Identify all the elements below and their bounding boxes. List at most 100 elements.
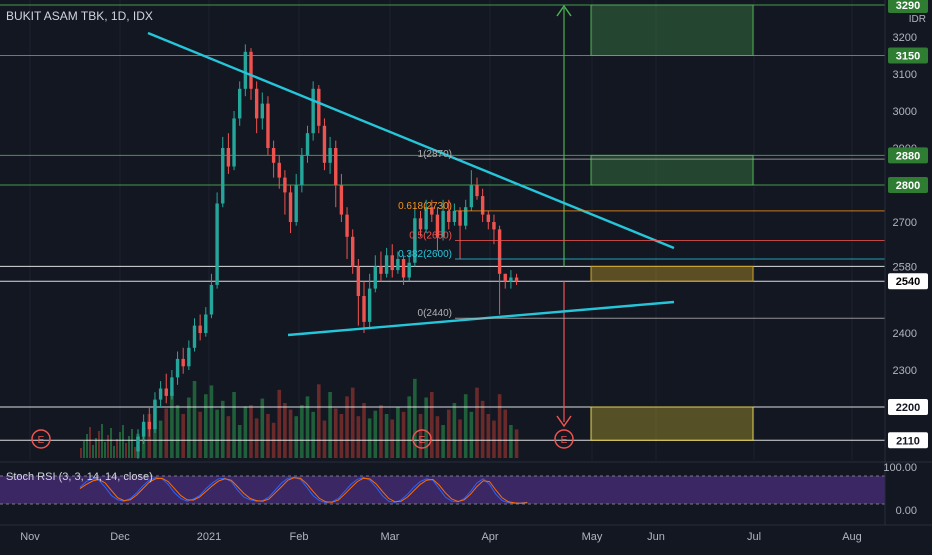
volume-bar [430, 392, 434, 458]
volume-bar [373, 410, 378, 458]
candle-body [300, 155, 304, 185]
target-zone-mid [590, 154, 754, 186]
candle-body [418, 218, 423, 230]
volume-bar [254, 418, 259, 458]
volume-bar [113, 446, 115, 458]
x-tick-label: 2021 [197, 531, 221, 543]
candle-body [401, 259, 406, 278]
candle-body [424, 207, 428, 230]
candle-body [170, 377, 174, 396]
volume-bar [192, 381, 197, 458]
volume-bar [260, 398, 265, 458]
price-label-badge [888, 177, 928, 193]
candle-body [260, 103, 264, 119]
volume-bar [407, 396, 411, 458]
earnings-event-marker [31, 429, 51, 449]
price-label-badge [888, 147, 928, 164]
volume-bar [220, 400, 225, 458]
candle-body [147, 421, 151, 430]
candle-body [317, 88, 321, 126]
candle-body [232, 118, 236, 167]
volume-bar [134, 447, 136, 458]
earnings-event-marker [554, 429, 574, 449]
volume-bar [492, 420, 496, 458]
candle-body [226, 148, 231, 167]
volume-bar [367, 418, 372, 458]
candle-body [283, 177, 287, 193]
candle-body [469, 185, 474, 208]
candle-body [192, 325, 197, 348]
candle-body [266, 103, 270, 148]
volume-bar [305, 396, 310, 458]
volume-bar [158, 420, 163, 458]
earnings-event-label: E [419, 435, 426, 446]
candle-body [351, 236, 355, 267]
volume-bar [198, 411, 202, 458]
volume-bar [328, 392, 332, 458]
candle-body [305, 133, 310, 156]
candle-body [430, 207, 434, 215]
volume-bar [209, 385, 214, 458]
volume-bar [475, 387, 479, 458]
volume-bar [98, 431, 100, 458]
volume-bar [469, 411, 474, 458]
candle-body [175, 358, 180, 378]
volume-bar [458, 419, 462, 458]
x-tick-label: Mar [381, 531, 400, 543]
volume-bar [237, 425, 242, 458]
volume-bar [101, 424, 103, 458]
descending-trendline [147, 31, 675, 250]
rsi-title: Stoch RSI (3, 3, 14, 14, close) [6, 471, 153, 483]
candle-body [362, 296, 366, 322]
volume-bar [277, 389, 282, 458]
fib-label: 0.382(2600) [398, 249, 452, 260]
price-label-badge [888, 0, 928, 13]
price-label-badge [888, 47, 928, 64]
candle-body [243, 51, 248, 89]
candle-body [181, 358, 185, 367]
entry-zone [590, 265, 754, 282]
candle-body [339, 185, 344, 215]
candle-body [209, 284, 214, 315]
volume-bar [486, 414, 491, 458]
price-label-text: 2540 [896, 276, 920, 288]
volume-bar [441, 425, 445, 458]
y-tick-label: 2580 [893, 261, 917, 273]
volume-bar [164, 408, 169, 458]
fib-label: 1(2870) [418, 149, 452, 160]
currency-label: IDR [909, 14, 926, 25]
volume-bar [122, 425, 124, 458]
candle-body [328, 148, 332, 163]
volume-bar [181, 414, 185, 458]
volume-bar [322, 420, 327, 458]
x-tick-label: Jul [747, 531, 761, 543]
candle-body [464, 207, 468, 226]
candle-body [204, 314, 208, 333]
volume-bar [390, 419, 395, 458]
price-label-badge [888, 399, 928, 415]
y-tick-label: 2400 [893, 328, 917, 340]
volume-bar [503, 409, 508, 458]
volume-bar [333, 408, 338, 458]
fib-label: 0(2440) [418, 308, 452, 319]
volume-bar [300, 405, 304, 458]
volume-bar [104, 442, 106, 458]
volume-bar [413, 378, 417, 458]
volume-bar [92, 445, 94, 458]
chart-title: BUKIT ASAM TBK, 1D, IDX [6, 9, 153, 23]
volume-bar [480, 400, 485, 458]
stoch-rsi-d-line [79, 477, 528, 504]
candle-body [187, 347, 191, 367]
candle-body [480, 196, 485, 215]
candle-body [249, 51, 253, 89]
candle-body [164, 388, 168, 396]
x-tick-label: Feb [290, 531, 309, 543]
candle-body [492, 222, 496, 230]
candle-body [345, 214, 349, 237]
candle-body [141, 421, 146, 437]
volume-bar [362, 403, 366, 458]
y-tick-label: 3200 [893, 32, 917, 44]
x-tick-label: Aug [842, 531, 862, 543]
